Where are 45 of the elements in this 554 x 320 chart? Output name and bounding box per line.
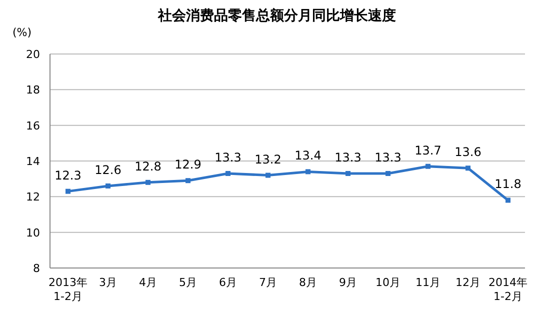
point — [186, 178, 190, 184]
data-label: 13.2 — [254, 152, 282, 166]
x-tick-label: 11月 — [416, 276, 440, 289]
data-label: 12.6 — [94, 162, 122, 177]
data-label: 12.3 — [54, 168, 82, 182]
point — [426, 164, 430, 169]
data-label: 13.3 — [334, 150, 362, 164]
x-tick-label: 2014年 1-2月 — [488, 276, 528, 303]
point — [106, 183, 110, 188]
data-label: 13.6 — [454, 145, 482, 160]
data-label: 13.7 — [414, 143, 442, 158]
y-tick-label: 14 — [26, 155, 40, 168]
point — [266, 172, 270, 178]
data-label: 11.8 — [494, 177, 522, 192]
data-label: 12.8 — [134, 159, 162, 174]
point — [386, 170, 390, 176]
x-tick-label: 7月 — [259, 276, 277, 289]
x-tick-label: 8月 — [299, 276, 317, 289]
y-tick-label: 10 — [26, 226, 40, 240]
point — [66, 188, 70, 194]
data-label: 12.9 — [174, 158, 202, 172]
x-tick-label: 6月 — [219, 276, 237, 289]
data-label: 13.4 — [294, 148, 322, 163]
point — [466, 166, 470, 171]
y-tick-label: 16 — [26, 119, 40, 132]
x-tick-label: 4月 — [139, 276, 157, 289]
y-axis-title: (%) — [12, 26, 32, 39]
point — [346, 170, 350, 176]
data-label: 13.3 — [214, 150, 242, 164]
point — [506, 198, 510, 203]
x-tick-label: 12月 — [456, 276, 480, 289]
point — [226, 170, 230, 176]
y-tick-label: 20 — [26, 48, 40, 61]
x-tick-label: 3月 — [99, 276, 117, 289]
point — [306, 169, 310, 174]
data-label: 13.3 — [374, 150, 402, 164]
x-tick-label: 9月 — [339, 276, 357, 289]
x-tick-label: 5月 — [179, 276, 197, 289]
chart-title: 社会消费品零售总额分月同比增长速度 — [157, 7, 396, 24]
x-tick-label: 2013年 1-2月 — [48, 276, 88, 303]
x-tick-label: 10月 — [376, 276, 400, 289]
y-tick-label: 12 — [26, 190, 40, 204]
y-tick-label: 8 — [33, 262, 40, 275]
y-tick-label: 18 — [26, 84, 40, 97]
point — [146, 180, 150, 185]
